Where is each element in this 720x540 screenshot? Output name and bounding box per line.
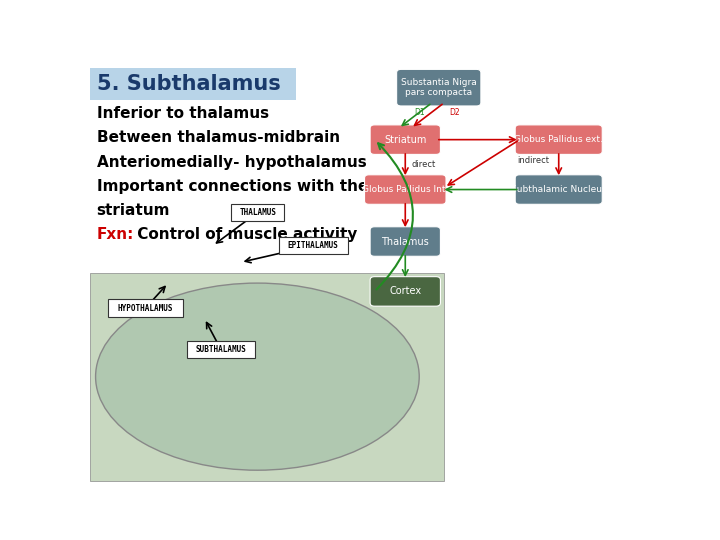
Text: D2: D2 <box>449 109 459 117</box>
Text: SUBTHALAMUS: SUBTHALAMUS <box>196 345 246 354</box>
Text: D1: D1 <box>414 109 425 117</box>
Text: Substantia Nigra
pars compacta: Substantia Nigra pars compacta <box>401 78 477 97</box>
Text: striatum: striatum <box>96 203 170 218</box>
FancyBboxPatch shape <box>186 341 256 359</box>
FancyBboxPatch shape <box>516 175 602 204</box>
FancyBboxPatch shape <box>370 125 441 154</box>
Text: THALAMUS: THALAMUS <box>239 208 276 217</box>
Text: Fxn:: Fxn: <box>96 227 134 242</box>
Text: 5. Subthalamus: 5. Subthalamus <box>96 75 281 94</box>
Text: Inferior to thalamus: Inferior to thalamus <box>96 106 269 122</box>
FancyBboxPatch shape <box>109 299 183 317</box>
Text: indirect: indirect <box>517 156 549 165</box>
FancyBboxPatch shape <box>364 175 446 204</box>
FancyBboxPatch shape <box>231 204 284 221</box>
Text: Cortex: Cortex <box>390 286 421 296</box>
Text: Thalamus: Thalamus <box>382 237 429 247</box>
Text: EPITHALAMUS: EPITHALAMUS <box>287 241 338 250</box>
Text: direct: direct <box>412 160 436 169</box>
Text: Anteriomedially- hypothalamus: Anteriomedially- hypothalamus <box>96 154 366 170</box>
Text: HYPOTHALAMUS: HYPOTHALAMUS <box>118 303 174 313</box>
Text: Subthalamic Nucleus: Subthalamic Nucleus <box>511 185 606 194</box>
FancyBboxPatch shape <box>90 273 444 481</box>
Text: Striatum: Striatum <box>384 134 426 145</box>
FancyBboxPatch shape <box>397 69 481 106</box>
FancyBboxPatch shape <box>516 125 602 154</box>
FancyBboxPatch shape <box>90 68 297 100</box>
Text: Globus Pallidus Int.: Globus Pallidus Int. <box>362 185 449 194</box>
Text: Between thalamus-midbrain: Between thalamus-midbrain <box>96 131 340 145</box>
Text: Control of muscle activity: Control of muscle activity <box>132 227 357 242</box>
Text: Globus Pallidus ext.: Globus Pallidus ext. <box>514 135 603 144</box>
FancyBboxPatch shape <box>370 227 441 256</box>
Text: Important connections with the: Important connections with the <box>96 179 368 194</box>
FancyBboxPatch shape <box>370 276 441 306</box>
Ellipse shape <box>96 283 419 470</box>
FancyBboxPatch shape <box>279 237 348 254</box>
